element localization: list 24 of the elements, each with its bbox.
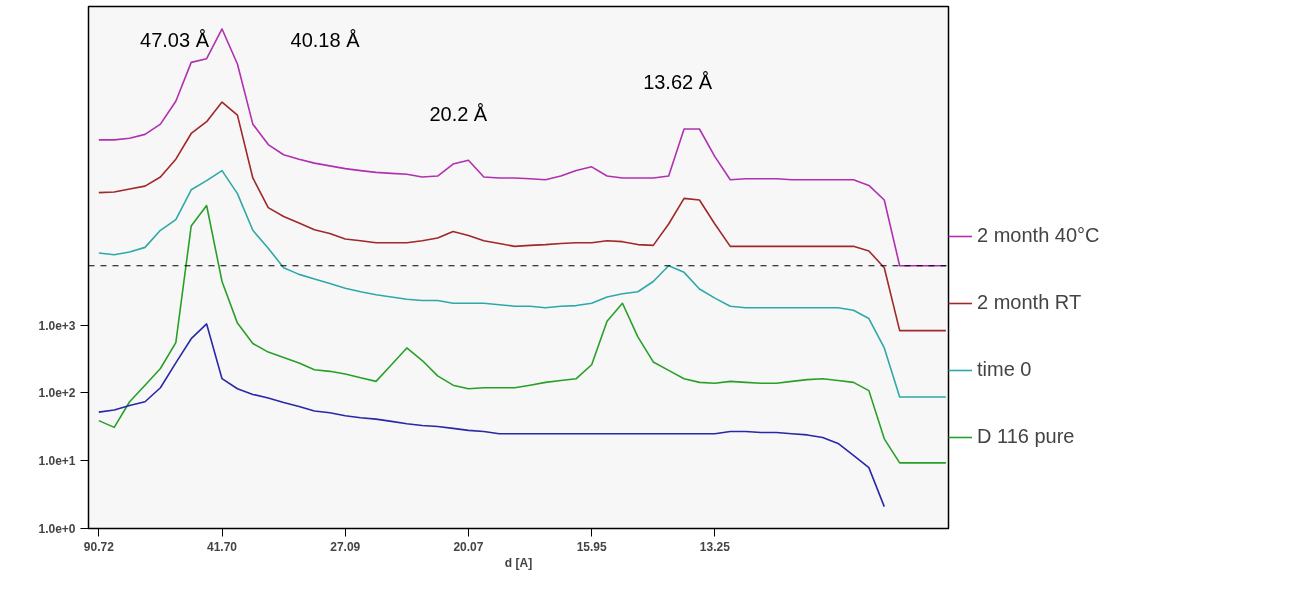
annotation: 13.62 Å <box>643 71 713 94</box>
line-series <box>98 323 886 508</box>
legend-label: 2 month 40°C <box>977 224 1101 247</box>
y-tick-label: 1.0e+3 <box>38 318 76 333</box>
line-series <box>98 101 947 332</box>
legend-label: 2 month RT <box>977 291 1083 314</box>
x-tick-label: 27.09 <box>330 539 361 554</box>
x-tick-label: 15.95 <box>576 539 607 554</box>
annotation: 40.18 Å <box>290 29 361 52</box>
x-axis-title: d [A] <box>504 555 533 570</box>
y-tick-label: 1.0e+0 <box>38 522 76 536</box>
x-tick-label: 90.72 <box>83 539 115 554</box>
legend-label: time 0 <box>977 358 1033 381</box>
y-tick-label: 1.0e+1 <box>38 454 76 469</box>
annotation: 47.03 Å <box>140 29 210 52</box>
annotation: 20.2 Å <box>429 102 488 125</box>
y-tick-label: 1.0e+2 <box>38 386 76 401</box>
line-series <box>98 169 947 398</box>
line-series <box>98 28 947 267</box>
x-tick-label: 41.70 <box>207 539 238 554</box>
line-series <box>98 204 947 464</box>
legend-label: D 116 pure <box>977 425 1076 448</box>
x-tick-label: 20.07 <box>453 539 484 554</box>
x-tick-label: 13.25 <box>699 539 731 554</box>
